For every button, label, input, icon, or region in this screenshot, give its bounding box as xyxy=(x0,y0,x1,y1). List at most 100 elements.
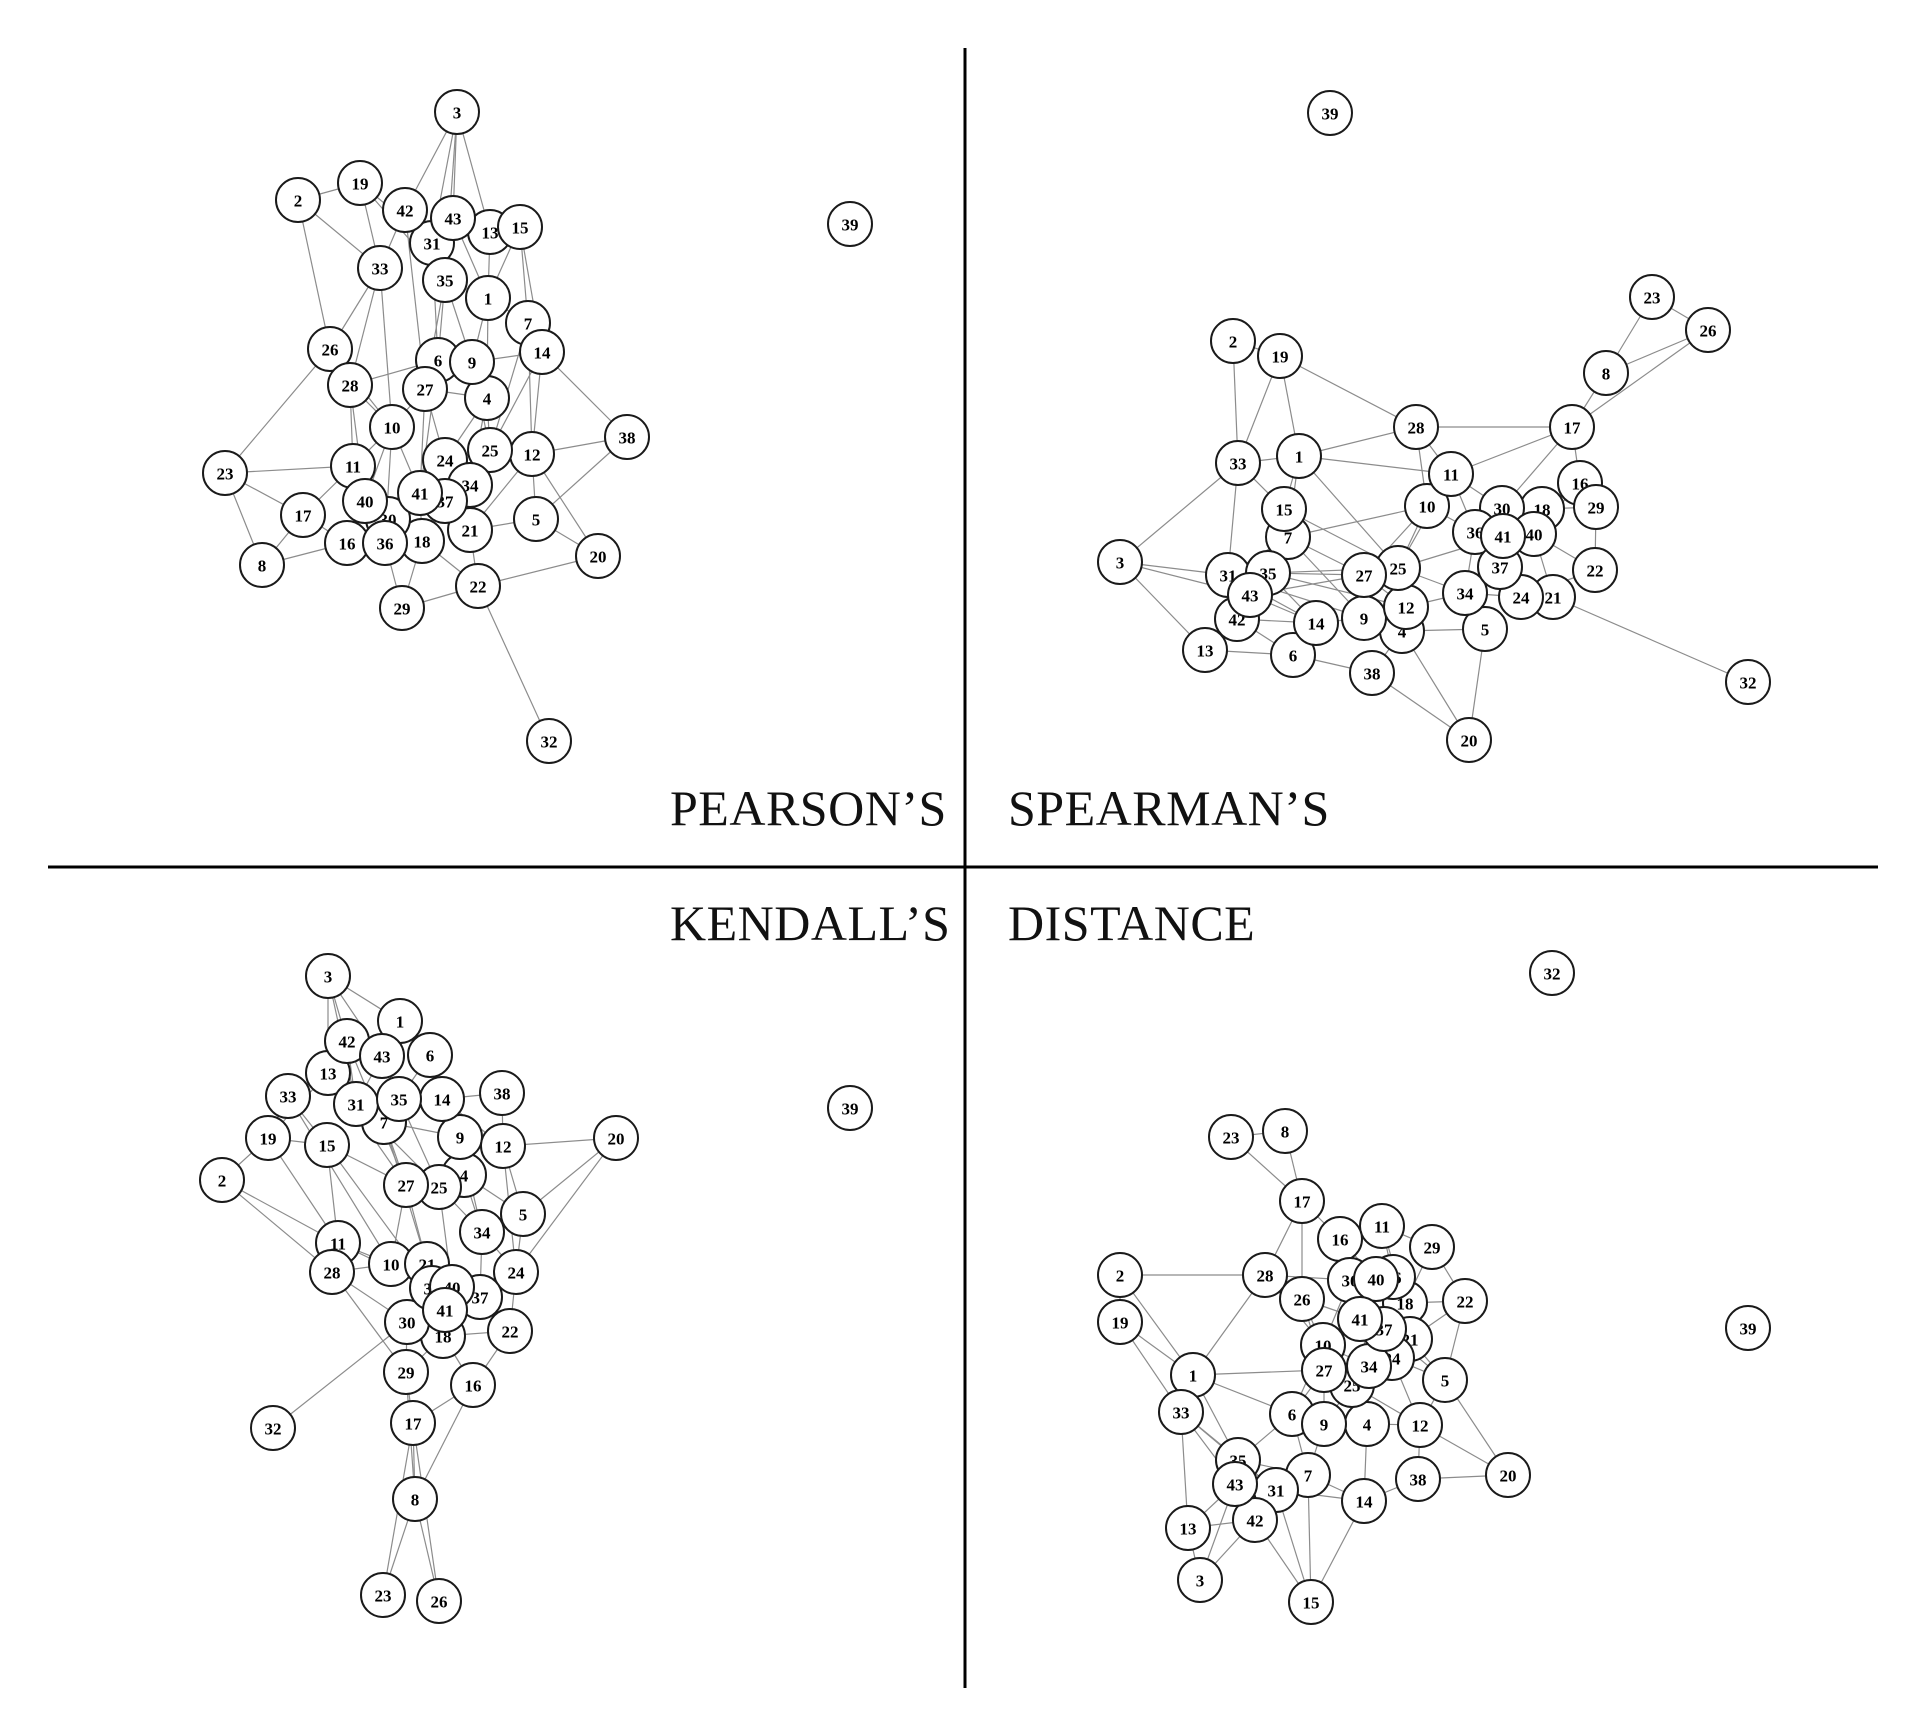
node-kendall-38: 38 xyxy=(479,1070,525,1116)
node-label: 5 xyxy=(519,1206,528,1225)
node-label: 17 xyxy=(1294,1193,1312,1212)
node-circle xyxy=(1725,1305,1771,1351)
node-label: 13 xyxy=(482,224,499,243)
node-label: 34 xyxy=(474,1224,492,1243)
node-circle xyxy=(1349,650,1395,696)
node-circle xyxy=(1210,318,1256,364)
node-circle xyxy=(526,718,572,764)
node-label: 39 xyxy=(1740,1320,1757,1339)
node-label: 8 xyxy=(258,557,267,576)
node-pearson-43: 43 xyxy=(430,195,476,241)
node-pearson-10: 10 xyxy=(369,404,415,450)
node-label: 6 xyxy=(1288,1406,1297,1425)
edge-spearman-1-25 xyxy=(1298,455,1399,569)
node-distance-40: 40 xyxy=(1353,1256,1399,1302)
edge-kendall-32-30 xyxy=(272,1321,408,1429)
node-pearson-11: 11 xyxy=(330,443,376,489)
node-circle xyxy=(1262,1108,1308,1154)
node-kendall-22: 22 xyxy=(487,1308,533,1354)
panel-title-spearman: SPEARMAN’S xyxy=(1008,780,1330,836)
node-kendall-2: 2 xyxy=(199,1157,245,1203)
node-pearson-36: 36 xyxy=(362,520,408,566)
node-label: 7 xyxy=(380,1114,389,1133)
node-spearman-19: 19 xyxy=(1257,333,1303,379)
node-circle xyxy=(459,1209,505,1255)
node-label: 37 xyxy=(1492,559,1510,578)
node-circle xyxy=(359,1033,405,1079)
node-kendall-43: 43 xyxy=(359,1033,405,1079)
node-label: 11 xyxy=(1443,466,1459,485)
node-circle xyxy=(465,275,511,321)
node-pearson-29: 29 xyxy=(379,585,425,631)
node-kendall-16: 16 xyxy=(450,1362,496,1408)
node-spearman-13: 13 xyxy=(1182,627,1228,673)
node-label: 8 xyxy=(1602,365,1611,384)
node-distance-32: 32 xyxy=(1529,950,1575,996)
node-label: 7 xyxy=(1284,529,1293,548)
node-kendall-8: 8 xyxy=(392,1476,438,1522)
node-label: 19 xyxy=(1272,348,1289,367)
node-spearman-17: 17 xyxy=(1549,404,1595,450)
nodes-layer: 1234567891011121314151617181920212223242… xyxy=(199,89,1771,1625)
node-label: 12 xyxy=(495,1138,512,1157)
node-label: 10 xyxy=(1419,498,1436,517)
node-circle xyxy=(1480,513,1526,559)
node-distance-27: 27 xyxy=(1301,1347,1347,1393)
node-label: 29 xyxy=(398,1364,415,1383)
node-label: 15 xyxy=(1303,1594,1320,1613)
node-pearson-15: 15 xyxy=(497,204,543,250)
node-kendall-32: 32 xyxy=(250,1405,296,1451)
node-label: 29 xyxy=(394,600,411,619)
node-label: 38 xyxy=(1410,1471,1427,1490)
node-label: 1 xyxy=(1189,1367,1198,1386)
node-label: 21 xyxy=(1545,589,1562,608)
panel-title-kendall: KENDALL’S xyxy=(670,895,950,951)
node-circle xyxy=(1293,600,1339,646)
node-label: 42 xyxy=(397,202,414,221)
node-label: 34 xyxy=(1361,1358,1379,1377)
node-circle xyxy=(1288,1579,1334,1625)
node-circle xyxy=(1257,333,1303,379)
node-pearson-2: 2 xyxy=(275,177,321,223)
node-circle xyxy=(1242,1252,1288,1298)
node-distance-16: 16 xyxy=(1317,1216,1363,1262)
node-spearman-32: 32 xyxy=(1725,659,1771,705)
node-circle xyxy=(1395,1456,1441,1502)
node-label: 5 xyxy=(1481,621,1490,640)
node-spearman-12: 12 xyxy=(1383,584,1429,630)
node-label: 9 xyxy=(1320,1416,1329,1435)
node-pearson-5: 5 xyxy=(513,496,559,542)
node-kendall-20: 20 xyxy=(593,1115,639,1161)
node-pearson-27: 27 xyxy=(402,366,448,412)
node-label: 22 xyxy=(502,1323,519,1342)
node-distance-5: 5 xyxy=(1422,1357,1468,1403)
node-label: 35 xyxy=(437,272,454,291)
node-pearson-9: 9 xyxy=(449,339,495,385)
node-label: 42 xyxy=(339,1033,356,1052)
node-pearson-16: 16 xyxy=(324,520,370,566)
node-label: 1 xyxy=(1295,448,1304,467)
node-circle xyxy=(362,520,408,566)
node-kendall-14: 14 xyxy=(419,1076,465,1122)
node-label: 7 xyxy=(1304,1467,1313,1486)
node-pearson-42: 42 xyxy=(382,187,428,233)
node-label: 18 xyxy=(1397,1295,1414,1314)
node-label: 20 xyxy=(608,1130,625,1149)
node-label: 27 xyxy=(1316,1362,1334,1381)
node-label: 43 xyxy=(1242,587,1259,606)
node-circle xyxy=(1341,552,1387,598)
node-circle xyxy=(250,1405,296,1451)
node-label: 2 xyxy=(1229,333,1238,352)
node-circle xyxy=(1485,1452,1531,1498)
edge-pearson-26-23 xyxy=(224,348,331,474)
node-circle xyxy=(497,204,543,250)
edge-spearman-19-28 xyxy=(1279,355,1417,428)
node-label: 24 xyxy=(437,452,455,471)
node-label: 33 xyxy=(280,1088,297,1107)
node-label: 28 xyxy=(342,377,359,396)
node-circle xyxy=(1177,1557,1223,1603)
node-circle xyxy=(500,1191,546,1237)
node-label: 17 xyxy=(295,507,313,526)
node-circle xyxy=(1725,659,1771,705)
